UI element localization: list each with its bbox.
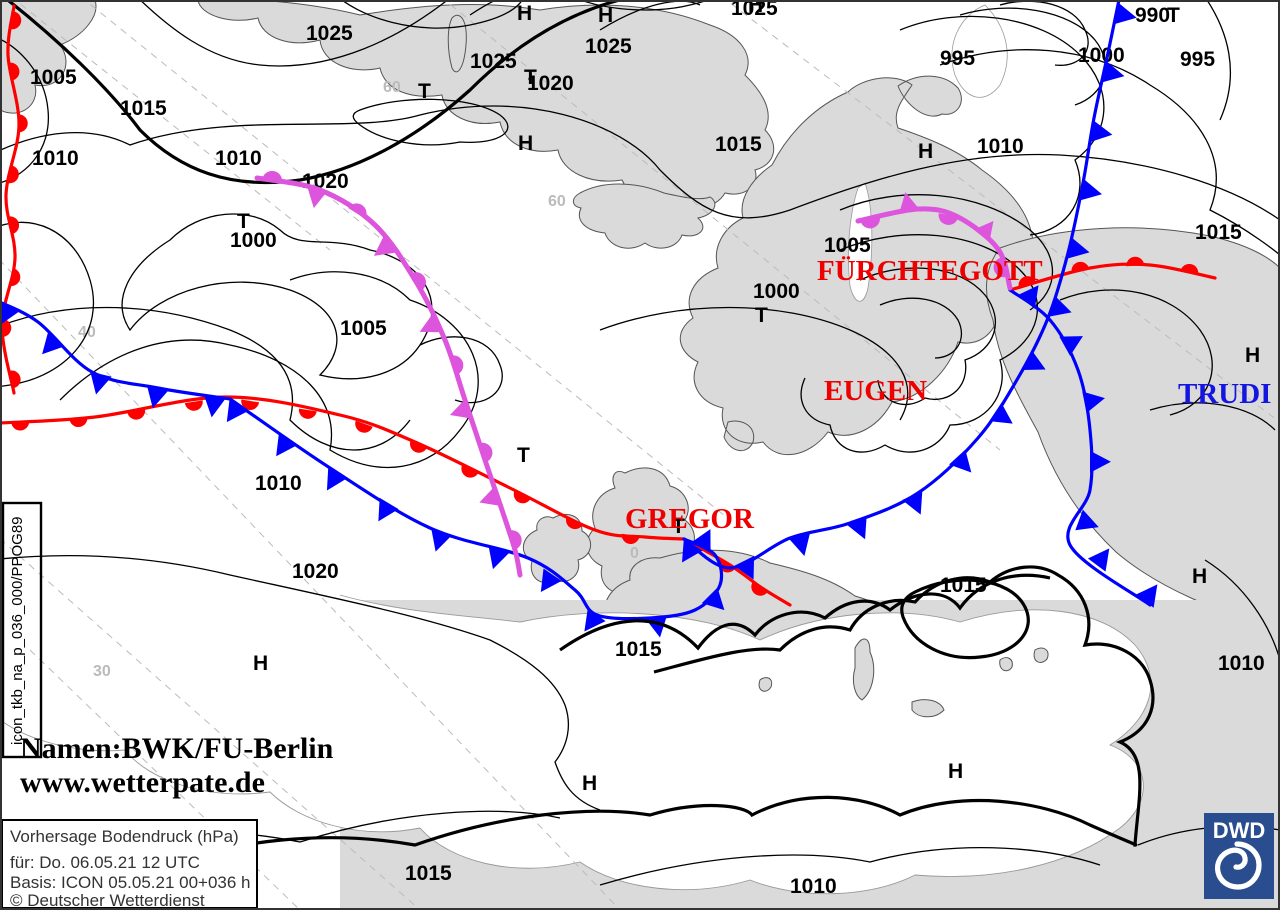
svg-text:1025: 1025 xyxy=(470,50,517,73)
svg-text:1015: 1015 xyxy=(615,638,662,661)
svg-text:H: H xyxy=(582,772,597,795)
svg-text:H: H xyxy=(253,652,268,675)
svg-text:1015: 1015 xyxy=(405,862,452,885)
svg-text:1025: 1025 xyxy=(306,22,353,45)
svg-text:1000: 1000 xyxy=(753,280,800,303)
svg-text:T: T xyxy=(517,444,530,467)
svg-text:H: H xyxy=(518,132,533,155)
svg-text:1010: 1010 xyxy=(32,147,79,170)
svg-text:H: H xyxy=(517,2,532,25)
svg-text:Namen:BWK/FU-Berlin: Namen:BWK/FU-Berlin xyxy=(20,732,334,765)
svg-text:1015: 1015 xyxy=(120,97,167,120)
svg-text:1020: 1020 xyxy=(292,560,339,583)
svg-text:995: 995 xyxy=(1180,48,1215,71)
svg-text:T: T xyxy=(524,66,537,89)
svg-text:TRUDI: TRUDI xyxy=(1178,378,1271,410)
svg-text:T: T xyxy=(418,80,431,103)
svg-text:www.wetterpate.de: www.wetterpate.de xyxy=(20,766,265,799)
svg-text:T: T xyxy=(755,304,768,327)
svg-text:T: T xyxy=(237,210,250,233)
svg-text:60: 60 xyxy=(383,79,401,96)
svg-text:H: H xyxy=(748,0,763,17)
svg-text:0: 0 xyxy=(630,545,639,562)
svg-text:1005: 1005 xyxy=(30,66,77,89)
svg-text:1010: 1010 xyxy=(790,875,837,898)
svg-text:H: H xyxy=(1245,344,1260,367)
svg-text:GREGOR: GREGOR xyxy=(625,503,755,535)
svg-text:1025: 1025 xyxy=(585,35,632,58)
svg-text:Basis: ICON 05.05.21 00+036 h: Basis: ICON 05.05.21 00+036 h xyxy=(10,873,251,892)
svg-text:© Deutscher Wetterdienst: © Deutscher Wetterdienst xyxy=(10,891,205,910)
svg-text:1005: 1005 xyxy=(824,234,871,257)
svg-text:T: T xyxy=(1167,4,1180,27)
svg-text:H: H xyxy=(598,4,613,27)
svg-text:1015: 1015 xyxy=(1195,221,1242,244)
svg-text:EUGEN: EUGEN xyxy=(824,375,927,407)
svg-text:DWD: DWD xyxy=(1213,818,1266,843)
svg-text:1000: 1000 xyxy=(1078,44,1125,67)
svg-text:icon_tkb_na_p_036_000/PPOG89: icon_tkb_na_p_036_000/PPOG89 xyxy=(9,516,26,745)
svg-text:60: 60 xyxy=(548,193,566,210)
svg-text:H: H xyxy=(918,140,933,163)
svg-text:FÜRCHTEGOTT: FÜRCHTEGOTT xyxy=(817,255,1043,287)
svg-text:1010: 1010 xyxy=(255,472,302,495)
svg-text:H: H xyxy=(1192,565,1207,588)
svg-text:30: 30 xyxy=(93,663,111,680)
svg-text:Vorhersage Bodendruck (hPa): Vorhersage Bodendruck (hPa) xyxy=(10,827,239,846)
svg-text:995: 995 xyxy=(940,47,975,70)
svg-text:990: 990 xyxy=(1135,4,1170,27)
svg-text:1010: 1010 xyxy=(215,147,262,170)
svg-text:1010: 1010 xyxy=(977,135,1024,158)
svg-text:H: H xyxy=(948,760,963,783)
svg-text:für: Do. 06.05.21 12 UTC: für: Do. 06.05.21 12 UTC xyxy=(10,853,200,872)
svg-text:1005: 1005 xyxy=(340,317,387,340)
svg-text:1015: 1015 xyxy=(715,133,762,156)
svg-text:1010: 1010 xyxy=(1218,652,1265,675)
